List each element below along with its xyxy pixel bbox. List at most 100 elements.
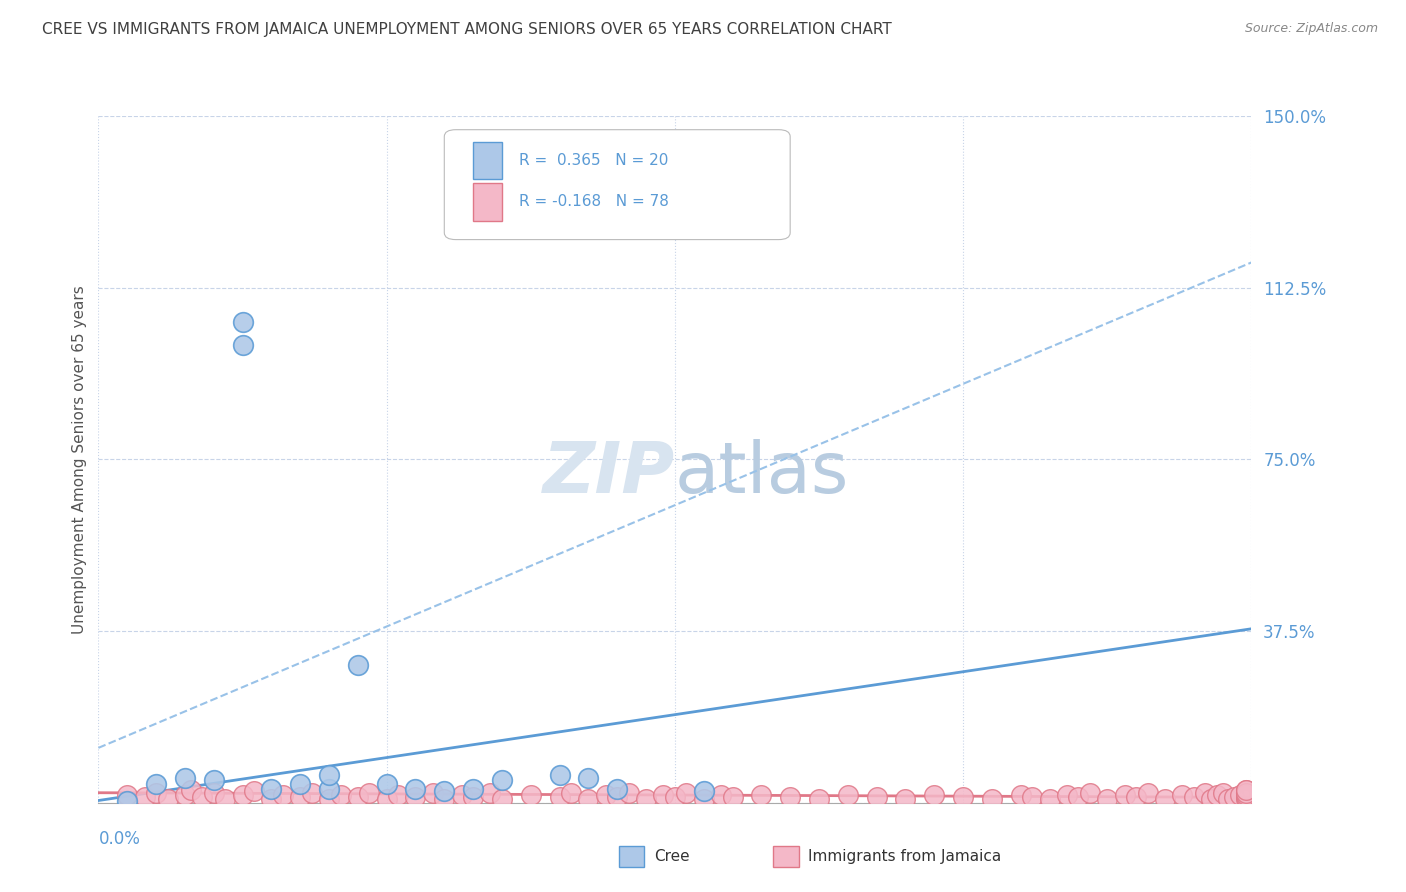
Point: [807, 792, 830, 806]
Point: [145, 777, 167, 791]
Point: [422, 786, 444, 800]
Point: [318, 768, 340, 782]
Point: [1234, 790, 1257, 805]
Point: [652, 788, 675, 802]
Point: [271, 788, 294, 802]
Point: [231, 788, 254, 802]
Point: [560, 786, 582, 800]
Point: [606, 782, 628, 797]
Y-axis label: Unemployment Among Seniors over 65 years: Unemployment Among Seniors over 65 years: [72, 285, 87, 633]
Point: [595, 788, 617, 802]
Point: [664, 790, 686, 805]
Point: [1212, 786, 1234, 800]
Text: Source: ZipAtlas.com: Source: ZipAtlas.com: [1244, 22, 1378, 36]
Point: [1182, 790, 1205, 805]
Point: [779, 790, 801, 805]
Point: [433, 792, 456, 806]
Text: R = -0.168   N = 78: R = -0.168 N = 78: [519, 194, 669, 210]
Point: [837, 788, 859, 802]
Point: [751, 788, 773, 802]
Point: [1234, 788, 1257, 802]
Point: [346, 658, 368, 673]
Point: [387, 788, 409, 802]
Point: [1021, 790, 1043, 805]
Point: [156, 792, 179, 806]
Point: [359, 786, 381, 800]
Point: [117, 793, 138, 807]
Point: [636, 792, 658, 806]
Point: [405, 782, 427, 797]
Point: [1114, 788, 1136, 802]
Point: [202, 772, 225, 787]
Point: [202, 786, 225, 800]
Point: [461, 782, 484, 797]
Point: [231, 315, 254, 329]
Point: [675, 786, 697, 800]
Point: [894, 792, 917, 806]
Point: [1234, 786, 1257, 800]
Point: [318, 782, 340, 797]
Point: [375, 792, 398, 806]
Text: CREE VS IMMIGRANTS FROM JAMAICA UNEMPLOYMENT AMONG SENIORS OVER 65 YEARS CORRELA: CREE VS IMMIGRANTS FROM JAMAICA UNEMPLOY…: [42, 22, 891, 37]
Point: [329, 788, 352, 802]
Point: [1171, 788, 1194, 802]
Point: [721, 790, 744, 805]
Text: R =  0.365   N = 20: R = 0.365 N = 20: [519, 153, 669, 168]
Text: 0.0%: 0.0%: [98, 830, 141, 848]
Point: [693, 792, 716, 806]
Point: [461, 790, 484, 805]
Point: [491, 792, 513, 806]
Point: [1199, 792, 1222, 806]
Point: [1010, 788, 1032, 802]
Point: [578, 771, 600, 785]
Point: [260, 792, 283, 806]
Text: atlas: atlas: [675, 439, 849, 508]
Point: [375, 777, 398, 791]
Point: [180, 783, 202, 797]
Point: [231, 338, 254, 352]
Point: [290, 777, 312, 791]
Point: [1078, 786, 1101, 800]
Point: [243, 784, 266, 798]
Point: [479, 786, 502, 800]
Point: [1056, 788, 1078, 802]
Point: [214, 792, 236, 806]
Bar: [472, 142, 502, 179]
Point: [981, 792, 1004, 806]
Point: [1205, 788, 1227, 802]
Point: [617, 786, 640, 800]
Point: [1153, 792, 1175, 806]
Point: [174, 788, 197, 802]
Point: [301, 786, 323, 800]
Point: [1234, 783, 1257, 797]
Point: [922, 788, 945, 802]
Point: [405, 790, 427, 805]
FancyBboxPatch shape: [444, 129, 790, 240]
Point: [318, 792, 340, 806]
Point: [491, 772, 513, 787]
Point: [145, 786, 167, 800]
Point: [1234, 783, 1257, 797]
Bar: [472, 183, 502, 220]
Point: [548, 768, 571, 782]
Point: [866, 790, 889, 805]
Point: [548, 790, 571, 805]
Point: [952, 790, 974, 805]
Point: [1038, 792, 1062, 806]
Point: [134, 790, 156, 805]
Point: [693, 784, 716, 798]
Point: [260, 782, 283, 797]
Point: [1125, 790, 1147, 805]
Point: [1234, 786, 1257, 800]
Point: [1234, 792, 1257, 806]
Point: [346, 790, 368, 805]
Point: [1218, 792, 1240, 806]
Text: Cree: Cree: [654, 849, 689, 863]
Point: [1136, 786, 1159, 800]
Point: [1223, 790, 1246, 805]
Point: [1229, 788, 1251, 802]
Point: [710, 788, 733, 802]
Point: [117, 788, 138, 802]
Text: ZIP: ZIP: [543, 439, 675, 508]
Point: [450, 788, 472, 802]
